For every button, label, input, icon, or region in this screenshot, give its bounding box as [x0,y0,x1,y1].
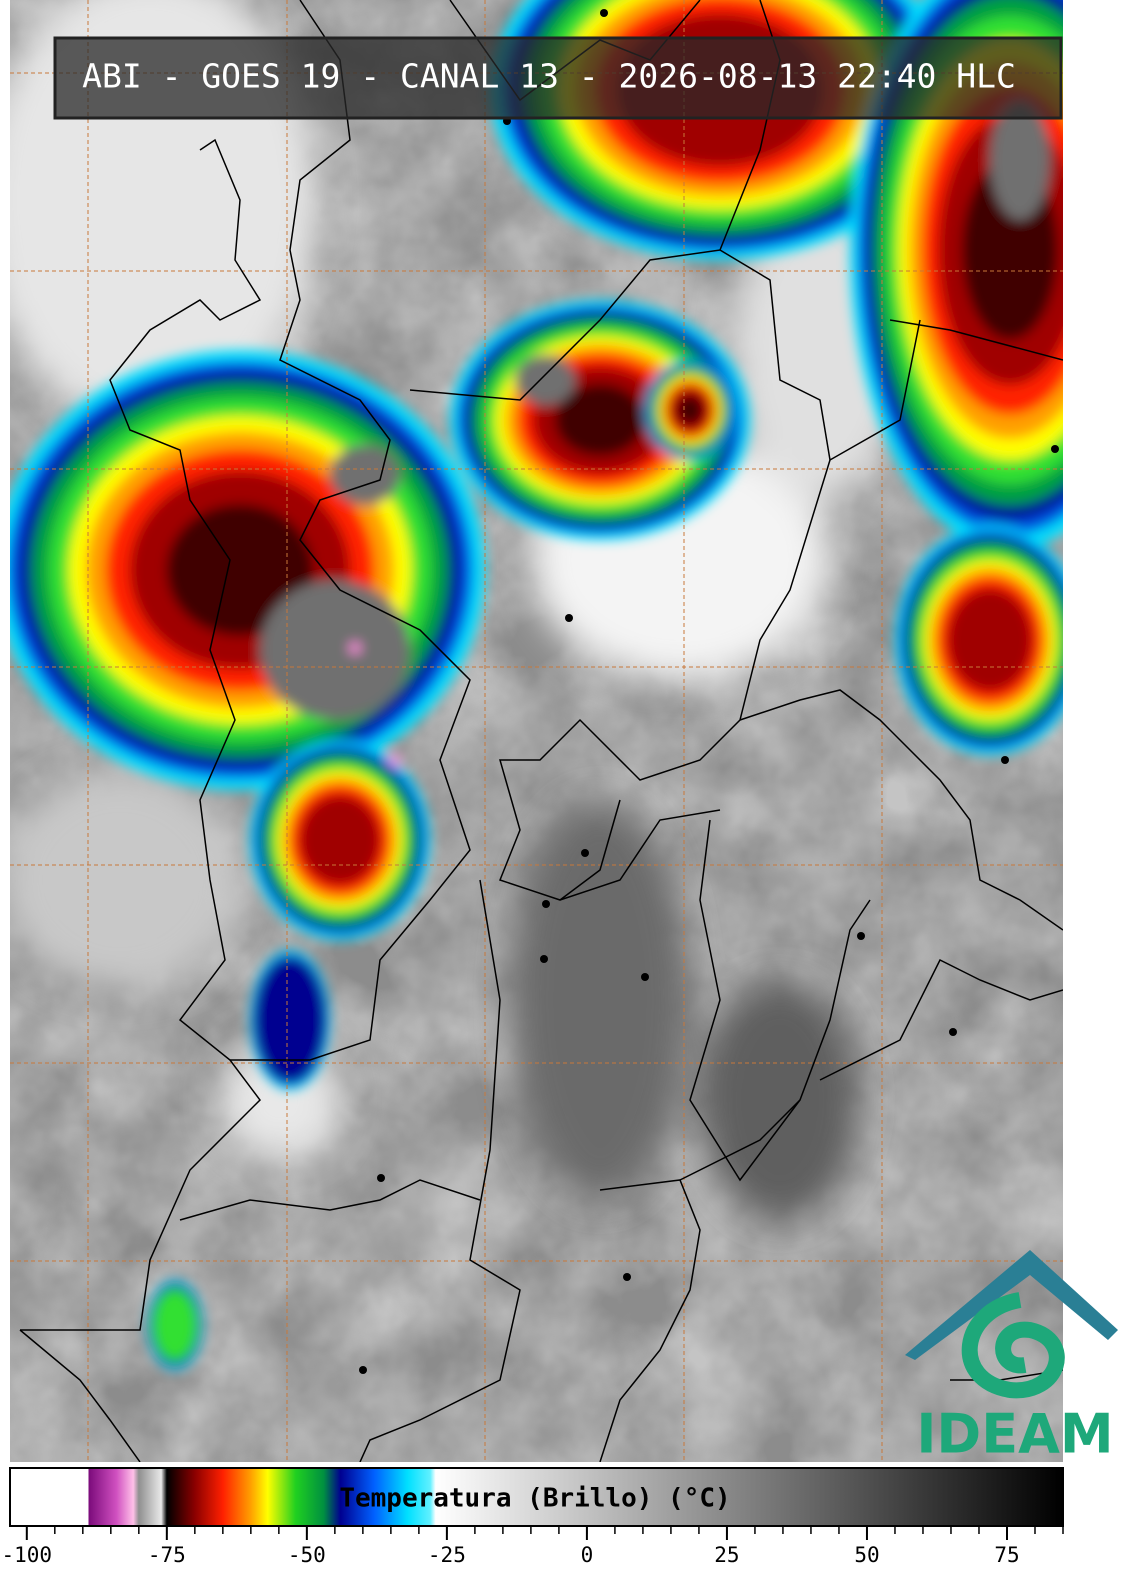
city-dot [949,1028,957,1036]
overshooting-top [389,754,401,766]
cold-core [330,445,400,505]
tick-label: 25 [714,1543,739,1567]
tick-label: -75 [148,1543,186,1567]
tick-label: -25 [428,1543,466,1567]
city-dot [600,9,608,17]
city-dot [542,900,550,908]
colorbar-label: Temperatura (Brillo) (°C) [339,1484,730,1514]
map-title: ABI - GOES 19 - CANAL 13 - 2026-08-13 22… [82,57,1016,96]
overshooting-top [349,642,361,654]
tick-label: -50 [288,1543,326,1567]
city-dot [623,1273,631,1281]
storm-layer [254,957,326,1083]
city-dot [1001,756,1009,764]
storm-layer [947,588,1033,692]
title-box [53,36,1063,120]
city-dot [565,614,573,622]
tick-label: -100 [2,1543,53,1567]
tick-label: 50 [854,1543,879,1567]
city-dot [377,1174,385,1182]
map-area [10,0,1063,1462]
colorbar-ticks: -100 -75 -50 -25 0 25 50 75 [2,1526,1064,1567]
city-dot [359,1366,367,1374]
grid [10,0,1063,1462]
cold-core [515,355,575,405]
cold-core [260,580,410,720]
tick-label: 75 [994,1543,1019,1567]
logo-text: IDEAM [916,1403,1113,1466]
logo-roof [905,1250,1118,1360]
storm-layer [555,384,645,456]
city-dot [581,849,589,857]
storm-layer [676,395,704,425]
city-dot [641,973,649,981]
tick-label: 0 [581,1543,594,1567]
city-dot [857,932,865,940]
borders [19,0,1063,1462]
storm-layer [299,795,381,885]
city-dot [540,955,548,963]
ideam-logo: IDEAM [905,1250,1118,1466]
colorbar [9,1467,1064,1527]
cold-core [990,100,1050,220]
storm-layer [153,1289,197,1361]
city-dot [1051,445,1059,453]
logo-swirl [961,1292,1065,1399]
storm-layer [166,504,314,636]
